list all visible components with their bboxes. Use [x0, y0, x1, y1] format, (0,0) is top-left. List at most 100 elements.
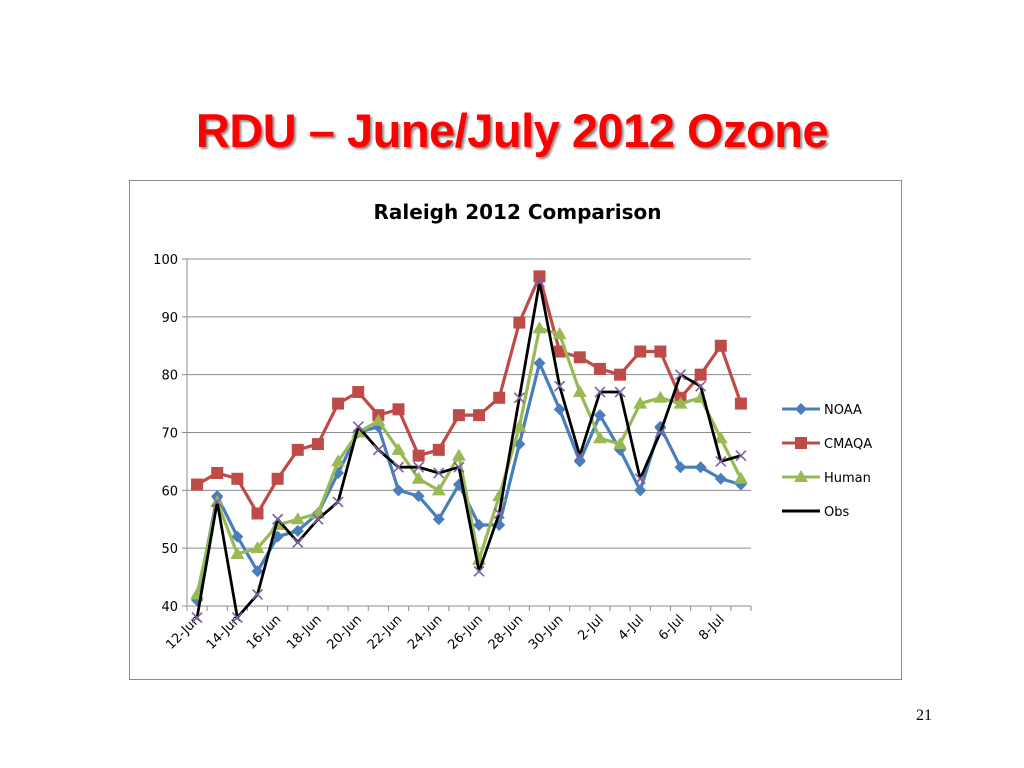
legend-noaa-label: NOAA [824, 403, 862, 418]
x-tick-label: 24-Jun [405, 612, 446, 653]
obs-point [191, 612, 203, 624]
cmaqa-point [654, 345, 667, 358]
noaa-point [412, 490, 425, 503]
noaa-point [553, 403, 566, 416]
human-point [552, 327, 567, 340]
cmaqa-point [573, 351, 586, 364]
cmaqa-point [493, 391, 506, 404]
x-tick-label: 2-Jul [575, 612, 606, 643]
human-point [713, 431, 728, 444]
cmaqa-point [452, 409, 465, 422]
cmaqa-point [714, 339, 727, 352]
noaa-point [473, 519, 486, 532]
obs-point [493, 507, 505, 520]
y-tick-label: 90 [161, 311, 178, 326]
x-tick-label: 22-Jun [365, 612, 406, 653]
cmaqa-point [694, 368, 707, 381]
noaa-point [392, 484, 405, 497]
x-tick-label: 18-Jun [284, 612, 325, 653]
obs-point [473, 565, 485, 577]
human-point [512, 419, 527, 432]
cmaqa-point [734, 397, 747, 410]
cmaqa-point [593, 362, 606, 375]
noaa-point [674, 461, 687, 474]
human-point [673, 396, 688, 409]
human-point [431, 483, 446, 496]
slide-title: RDU – June/July 2012 Ozone [195, 104, 829, 157]
obs-point [715, 455, 727, 467]
x-tick-label: 30-Jun [526, 612, 567, 653]
x-tick-label: 4-Jul [616, 612, 647, 643]
human-point [230, 546, 245, 559]
noaa-point [251, 565, 264, 578]
human-point [331, 454, 346, 467]
human-point [613, 437, 628, 450]
obs-point [272, 513, 284, 525]
cmaqa-point [191, 478, 204, 491]
y-tick-label: 50 [161, 542, 178, 557]
human-point [633, 396, 648, 409]
human-point [290, 512, 305, 525]
human-point [572, 385, 587, 398]
obs-point [413, 461, 425, 473]
obs-point [554, 380, 566, 392]
legend-human-marker [794, 470, 808, 482]
chart-title: Raleigh 2012 Comparison [373, 200, 662, 224]
cmaqa-point [352, 386, 365, 399]
legend-human-label: Human [824, 471, 871, 486]
cmaqa-point [553, 345, 566, 358]
slide-number: 21 [916, 707, 932, 724]
human-line [195, 326, 743, 595]
obs-point [211, 496, 223, 508]
obs-point [614, 386, 626, 398]
noaa-point [573, 455, 586, 468]
human-point [532, 321, 547, 334]
noaa-point [634, 484, 647, 497]
obs-point [634, 473, 646, 485]
human-point [411, 471, 426, 484]
obs-point [513, 392, 525, 404]
cmaqa-point [432, 443, 445, 456]
cmaqa-point [311, 438, 324, 451]
obs-point [594, 386, 606, 398]
human-point [391, 442, 406, 455]
obs-point [654, 426, 666, 439]
obs-point [251, 588, 264, 600]
cmaqa-point [231, 472, 244, 485]
legend-cmaqa-label: CMAQA [824, 437, 872, 452]
y-tick-label: 40 [161, 600, 178, 615]
human-point [371, 413, 386, 426]
cmaqa-point [473, 409, 486, 422]
obs-point [433, 467, 445, 479]
obs-point [574, 450, 586, 462]
x-tick-label: 28-Jun [486, 612, 527, 653]
human-point [733, 471, 748, 484]
noaa-point [432, 513, 445, 526]
cmaqa-point [392, 403, 405, 416]
noaa-point [533, 357, 546, 370]
human-point [250, 541, 265, 554]
cmaqa-point [513, 316, 526, 329]
legend-cmaqa-marker [795, 437, 807, 449]
legend-obs-label: Obs [824, 505, 849, 520]
cmaqa-point [291, 443, 304, 456]
human-point [653, 390, 668, 403]
cmaqa-point [533, 270, 546, 283]
x-tick-label: 8-Jul [696, 612, 727, 643]
y-tick-label: 60 [161, 484, 178, 499]
cmaqa-point [332, 397, 345, 410]
legend-noaa-marker [795, 403, 807, 415]
cmaqa-point [271, 472, 284, 485]
noaa-point [593, 409, 606, 422]
obs-point [332, 496, 344, 508]
x-tick-label: 20-Jun [325, 612, 366, 653]
obs-point [312, 513, 324, 525]
cmaqa-point [412, 449, 425, 462]
noaa-point [231, 530, 244, 543]
obs-point [533, 276, 546, 288]
y-tick-label: 100 [153, 253, 178, 268]
obs-point [231, 612, 243, 624]
human-point [451, 448, 466, 461]
noaa-point [291, 524, 304, 537]
